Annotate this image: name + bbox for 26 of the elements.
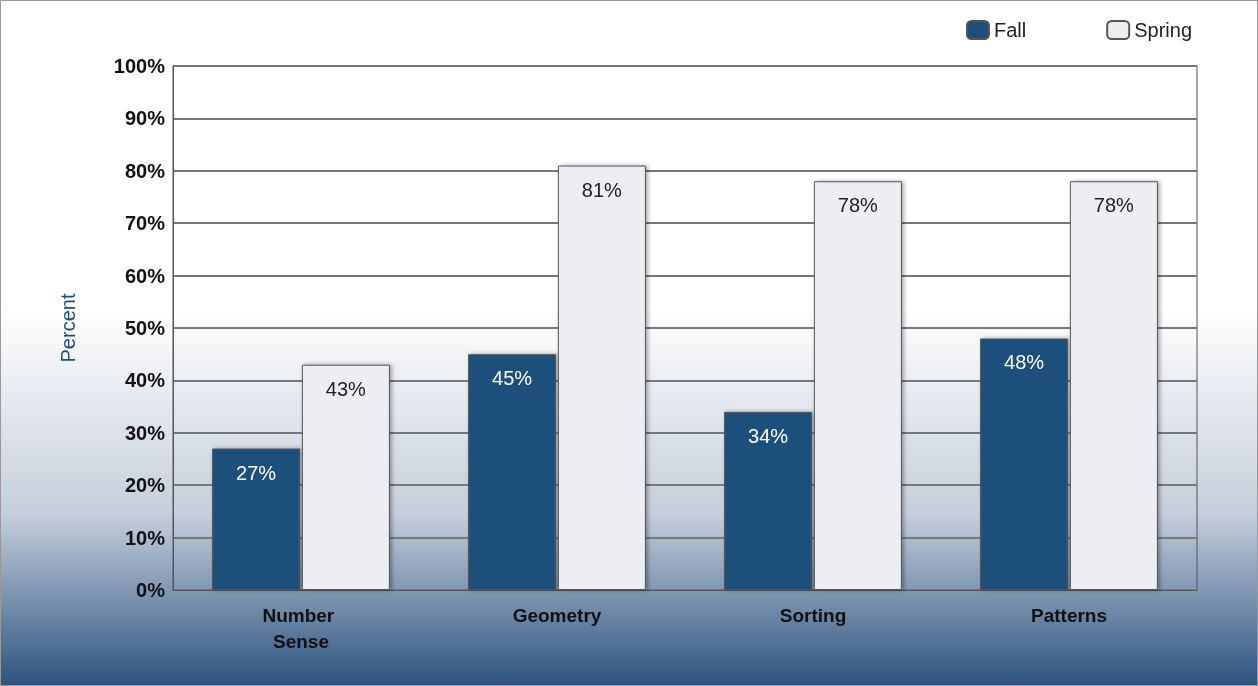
y-tick-label: 0%: [136, 579, 166, 601]
legend-label: Spring: [1134, 19, 1192, 41]
data-label: 27%: [236, 461, 277, 484]
data-label: 78%: [837, 194, 879, 217]
legend-label: Fall: [993, 19, 1027, 41]
y-tick-label: 40%: [124, 369, 166, 392]
x-tick-label: Patterns: [1030, 604, 1108, 626]
y-tick-label: 80%: [124, 159, 166, 182]
data-label: 43%: [325, 377, 367, 400]
data-label: 81%: [581, 178, 623, 201]
data-label: 34%: [748, 424, 789, 447]
y-tick-label: 100%: [113, 55, 166, 77]
y-tick-label: 30%: [124, 421, 166, 444]
y-tick-label: 20%: [124, 474, 166, 497]
y-tick-label: 60%: [124, 264, 166, 287]
y-tick-label: 10%: [124, 526, 166, 549]
data-label: 45%: [492, 367, 533, 390]
x-tick-label: Geometry: [512, 604, 602, 626]
x-tick-label: Number Sense: [262, 604, 340, 652]
y-axis-title: Percent: [57, 293, 79, 363]
y-tick-label: 70%: [124, 212, 166, 235]
y-tick-label: 50%: [124, 317, 166, 339]
y-tick-label: 90%: [124, 107, 166, 130]
x-tick-label: Sorting: [779, 604, 847, 626]
data-label: 78%: [1093, 194, 1135, 217]
data-label: 48%: [1004, 351, 1045, 374]
